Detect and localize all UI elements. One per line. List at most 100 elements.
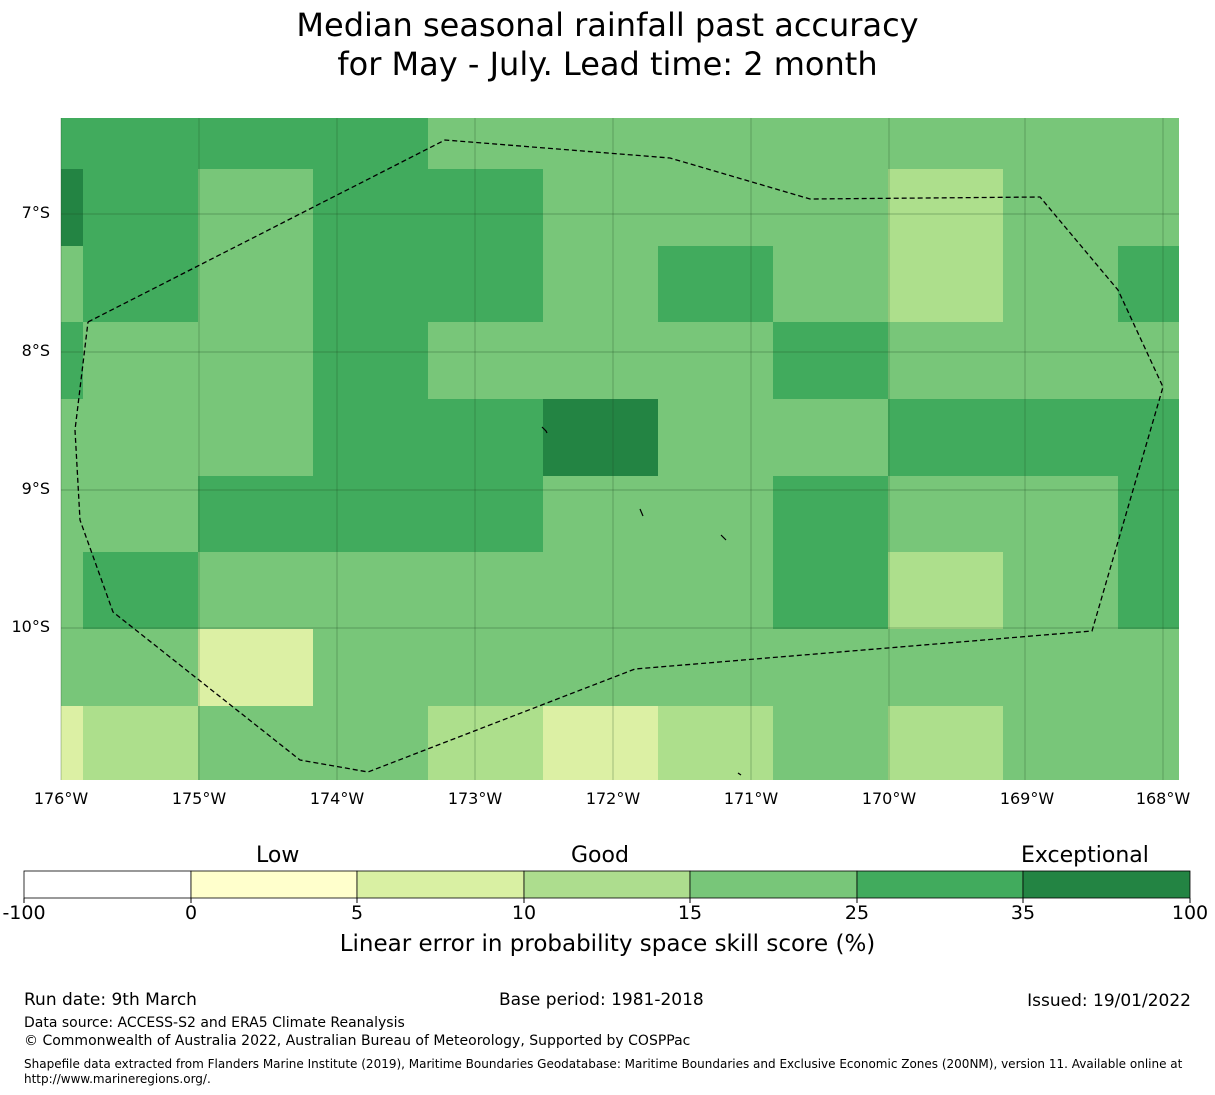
grid-cell [198,322,313,399]
data-source: Data source: ACCESS-S2 and ERA5 Climate … [24,1015,405,1031]
grid-cell [1118,552,1179,629]
shapefile-url: http://www.marineregions.org/. [24,1072,211,1086]
lon-label: 170°W [861,789,917,808]
grid-cell [428,552,543,629]
grid-cell [658,246,773,322]
grid-cell [313,169,428,246]
grid-cell [83,706,198,780]
colorbar-category-exceptional: Exceptional [1021,843,1149,868]
grid-cell [83,629,198,706]
run-date: Run date: 9th March [24,990,197,1010]
grid-cell [1118,118,1179,169]
grid-cell [888,246,1003,322]
colorbar-tick: 35 [1010,902,1036,924]
grid-cell [198,399,313,476]
grid-cell [543,706,658,780]
grid-cell [888,629,1003,706]
grid-cell [313,706,428,780]
grid-cell [658,169,773,246]
grid-cell [658,118,773,169]
grid-cell [61,629,83,706]
grid-cell [888,476,1003,552]
grid-cell [543,552,658,629]
grid-cell [83,552,198,629]
grid-cell [83,476,198,552]
island-outline [639,508,644,517]
lon-label: 169°W [999,789,1055,808]
grid-cell [313,552,428,629]
skill-grid [61,118,1179,780]
colorbar-tick: 10 [511,902,537,924]
grid-cell [888,706,1003,780]
grid-cell [543,118,658,169]
grid-cell [1003,629,1118,706]
grid-cell [1003,118,1118,169]
colorbar-category-good: Good [571,843,629,868]
grid-cell [83,169,198,246]
colorbar-tick: 100 [1171,902,1209,924]
grid-cell [773,118,888,169]
lon-label: 176°W [33,789,89,808]
colorbar-segment [856,870,1024,899]
colorbar-tick: 25 [844,902,870,924]
grid-cell [658,399,773,476]
colorbar-segment [523,870,691,899]
grid-cell [773,322,888,399]
lat-label: 7°S [21,203,50,222]
grid-cell [428,706,543,780]
grid-cell [61,169,83,246]
grid-cell [543,246,658,322]
lon-label: 174°W [309,789,365,808]
title-line-1: Median seasonal rainfall past accuracy [296,6,919,44]
grid-cell [543,629,658,706]
colorbar-tick: 5 [350,902,364,924]
grid-cell [1118,169,1179,246]
grid-cell [198,629,313,706]
grid-cell [888,322,1003,399]
grid-cell [658,629,773,706]
grid-cell [198,476,313,552]
grid-cell [1003,322,1118,399]
grid-cell [83,322,198,399]
colorbar-segment [190,870,358,899]
grid-cell [61,118,83,169]
grid-cell [198,169,313,246]
grid-cell [543,169,658,246]
grid-cell [198,552,313,629]
map-title: Median seasonal rainfall past accuracy f… [0,6,1215,84]
grid-cell [428,476,543,552]
grid-cell [83,246,198,322]
lon-label: 171°W [723,789,779,808]
shapefile-credit: Shapefile data extracted from Flanders M… [24,1057,1183,1071]
grid-cell [83,399,198,476]
grid-cell [428,169,543,246]
lat-label: 10°S [11,617,50,636]
grid-cell [198,706,313,780]
grid-cell [61,476,83,552]
grid-cell [1118,476,1179,552]
grid-cell [1003,706,1118,780]
graticule [60,118,1179,780]
base-period: Base period: 1981-2018 [499,990,704,1010]
island-outline [720,534,727,541]
lon-label: 172°W [585,789,641,808]
copyright: © Commonwealth of Australia 2022, Austra… [24,1033,691,1049]
issued-date: Issued: 19/01/2022 [1027,991,1191,1011]
colorbar-tick: 0 [184,902,198,924]
grid-cell [773,399,888,476]
grid-cell [313,246,428,322]
colorbar [23,870,1191,903]
grid-cell [773,476,888,552]
grid-cell [1118,246,1179,322]
grid-cell [773,706,888,780]
eez-boundary [74,139,1164,773]
grid-cell [1003,246,1118,322]
grid-cell [428,246,543,322]
colorbar-segment [689,870,858,899]
grid-cell [658,552,773,629]
colorbar-segment [356,870,525,899]
colorbar-category-low: Low [256,843,300,868]
grid-cell [61,322,83,399]
colorbar-axis-label: Linear error in probability space skill … [339,931,876,957]
